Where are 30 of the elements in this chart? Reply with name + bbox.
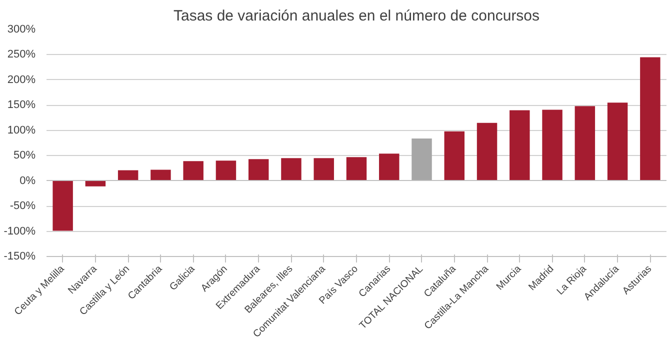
y-tick-label: 300% (7, 24, 36, 36)
bar (542, 110, 562, 181)
bar (412, 138, 432, 181)
bar (52, 180, 73, 231)
y-tick-label: -150% (4, 250, 36, 262)
bar (476, 122, 498, 181)
bar (607, 102, 628, 181)
bar (574, 106, 596, 181)
y-tick-label: 0% (20, 174, 36, 187)
y-tick-label: 250% (7, 48, 36, 61)
bar (150, 170, 171, 181)
y-tick-label: 200% (7, 74, 36, 86)
bar (314, 158, 334, 181)
bar (183, 161, 204, 181)
bar (118, 170, 138, 181)
bar (248, 159, 269, 181)
bar (281, 158, 302, 181)
bar (510, 110, 530, 181)
y-tick-label: 50% (13, 150, 36, 162)
chart-title: Tasas de variación anuales en el número de concursos (173, 8, 540, 24)
y-tick-label: -100% (4, 225, 36, 238)
bar (216, 160, 236, 181)
bar (85, 180, 106, 186)
bar (346, 157, 367, 181)
bar (444, 131, 465, 181)
bar (640, 57, 660, 181)
y-tick-label: 100% (7, 124, 36, 136)
bar (379, 154, 400, 181)
y-tick-label: -50% (10, 200, 36, 212)
y-tick-label: 150% (7, 99, 36, 112)
